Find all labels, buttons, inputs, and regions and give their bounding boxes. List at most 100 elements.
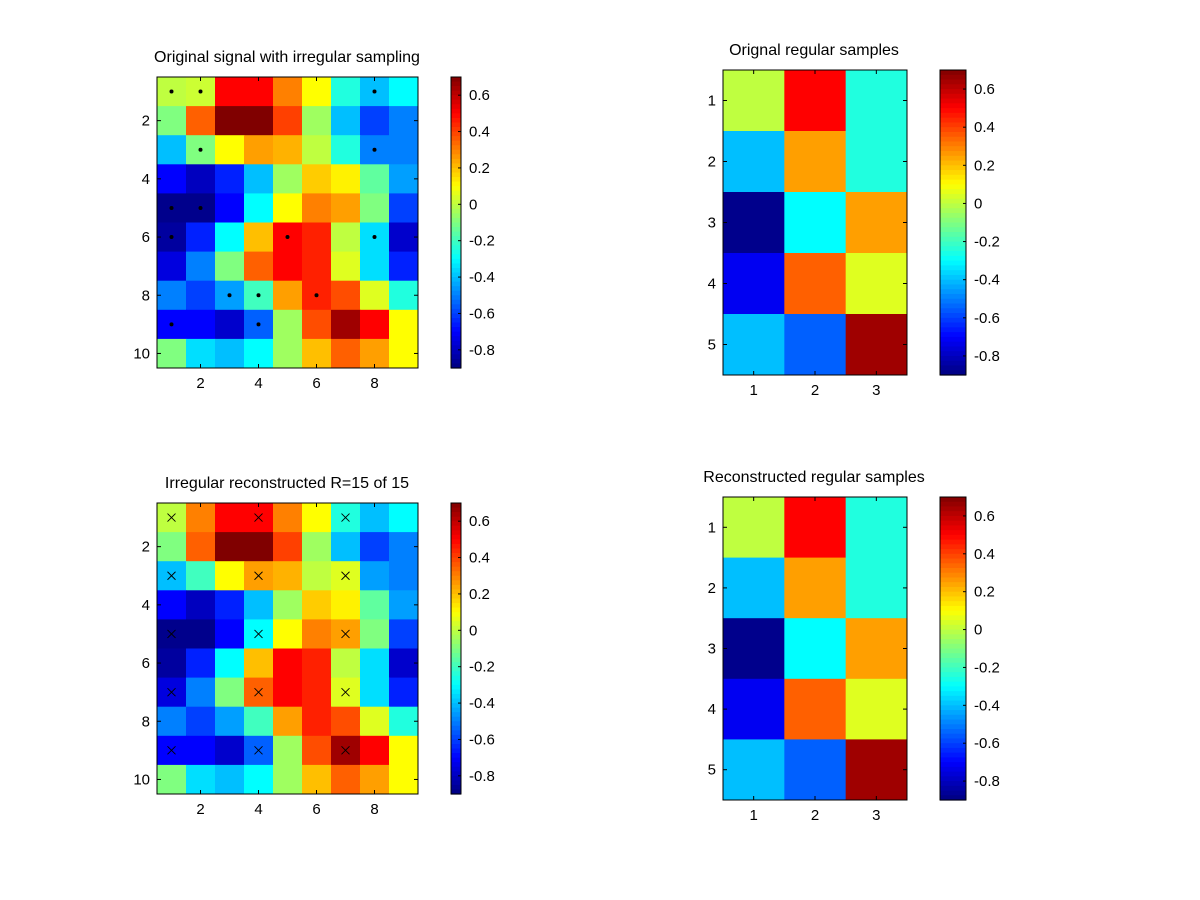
colorbar-step [940,691,966,697]
colorbar-step [451,90,461,96]
colorbar-step [940,662,966,669]
colorbar-tick-label: -0.8 [974,348,1000,365]
sample-dot [256,322,261,327]
colorbar-step [940,544,966,550]
colorbar-step [451,662,461,668]
colorbar-step [940,127,966,133]
colorbar-step [940,117,966,124]
colorbar-step [451,181,461,187]
colorbar-tick-label: -0.4 [469,695,495,712]
heatmap-cell [157,706,187,737]
y-tick-label: 2 [708,154,716,171]
colorbar-step [451,249,461,255]
colorbar-step [451,543,461,550]
colorbar-tick-label: 0 [974,195,982,212]
colorbar-tick-label: -0.2 [974,659,1000,676]
colorbar-step [451,227,461,233]
colorbar-step [940,112,966,119]
colorbar-step [940,785,966,792]
colorbar-step [451,190,461,196]
colorbar-step [940,179,966,185]
colorbar-step [451,263,461,269]
colorbar-step [940,322,966,328]
colorbar-step [451,539,461,545]
colorbar-step [940,370,966,376]
sample-cross [341,687,350,697]
colorbar-step [940,79,966,85]
colorbar-step [451,154,461,160]
colorbar-step [940,284,966,290]
colorbar-step [451,317,461,324]
heatmap-cell [157,164,187,194]
heatmap-cell [360,164,390,194]
colorbar-step [940,327,966,333]
heatmap-cell [389,561,419,591]
heatmap-cell [389,503,419,533]
heatmap-cell [331,106,361,136]
colorbar-step [940,520,966,527]
colorbar-step [451,177,461,183]
colorbar-step [451,127,461,133]
colorbar-step [451,108,461,114]
x-tick-label: 4 [254,801,262,818]
x-tick-label: 2 [811,382,819,399]
colorbar-step [940,790,966,796]
colorbar-tick-label: 0.4 [469,550,490,567]
colorbar-step [451,562,461,568]
colorbar-step [940,289,966,295]
colorbar-step [451,598,461,604]
colorbar-step [940,629,966,635]
heatmap-cell [186,164,216,194]
colorbar-step [940,728,966,735]
heatmap-cell [302,561,332,591]
colorbar: -0.8 -0.6 -0.4 -0.2 0 0.2 0.4 0.6 [450,502,495,795]
heatmap-cell [845,192,908,254]
colorbar-step [940,174,966,181]
heatmap-cell [273,164,303,194]
colorbar-step [451,639,461,645]
colorbar-tick-label: -0.4 [974,272,1000,289]
heatmap-cell [302,222,332,253]
heatmap-cell [360,280,390,311]
heatmap-cell [784,314,847,376]
colorbar-step [940,657,966,664]
colorbar-step [451,136,461,142]
colorbar-step [451,277,461,283]
heatmap-cell [186,619,216,649]
colorbar-step [940,332,966,338]
heatmap-cell [273,764,303,795]
heatmap-cell [157,251,187,282]
y-tick-label: 3 [708,641,716,658]
heatmap-cell [302,764,332,795]
sample-dot [198,205,203,210]
heatmap-cell [186,106,216,136]
colorbar-step [451,707,461,713]
colorbar-step [451,534,461,540]
y-tick-label: 4 [708,276,716,293]
colorbar-tick-label: -0.4 [469,269,495,286]
heatmap-cell [186,590,216,620]
colorbar-step [451,245,461,251]
heatmap-cell [360,764,390,795]
colorbar-step [451,603,461,609]
colorbar-step [940,246,966,252]
colorbar-step [940,643,966,650]
axes-frame [156,502,419,795]
colorbar-step [940,274,966,281]
heatmap-cell [302,135,332,165]
colorbar-step [940,131,966,138]
heatmap-cell [215,648,245,679]
panel-4: Reconstructed regular samples 1 2 3 1 2 3 4 5 -0.… [703,469,1000,824]
colorbar-step [451,607,461,613]
colorbar-step [940,74,966,81]
sample-cross [167,571,176,581]
heatmap-cell [157,532,187,562]
colorbar-tick-label: -0.2 [469,233,495,250]
colorbar-frame [939,496,967,801]
colorbar-step [940,355,966,362]
heatmap-cell [186,280,216,311]
colorbar-step [451,757,461,763]
colorbar-step [451,689,461,695]
heatmap-cell [331,338,361,369]
heatmap-cell [302,251,332,282]
